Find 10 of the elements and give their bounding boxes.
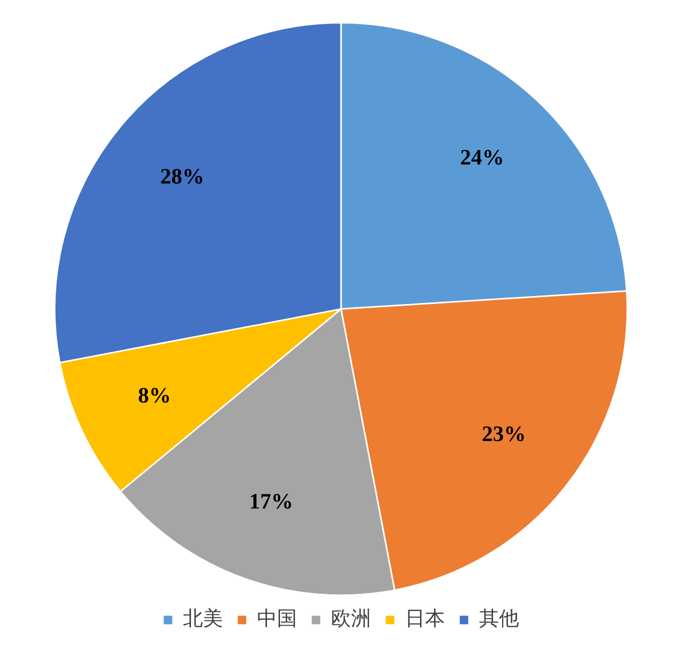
legend-label: 日本 bbox=[405, 606, 445, 630]
legend-label: 其他 bbox=[479, 606, 519, 630]
data-label: 28% bbox=[160, 163, 204, 188]
legend-label: 中国 bbox=[257, 606, 297, 630]
legend-label: 北美 bbox=[183, 606, 223, 630]
data-label: 17% bbox=[249, 488, 294, 514]
data-label: 23% bbox=[482, 421, 526, 446]
data-label: 24% bbox=[460, 144, 504, 170]
data-label: 8% bbox=[138, 382, 172, 408]
legend-label: 欧洲 bbox=[331, 606, 371, 630]
